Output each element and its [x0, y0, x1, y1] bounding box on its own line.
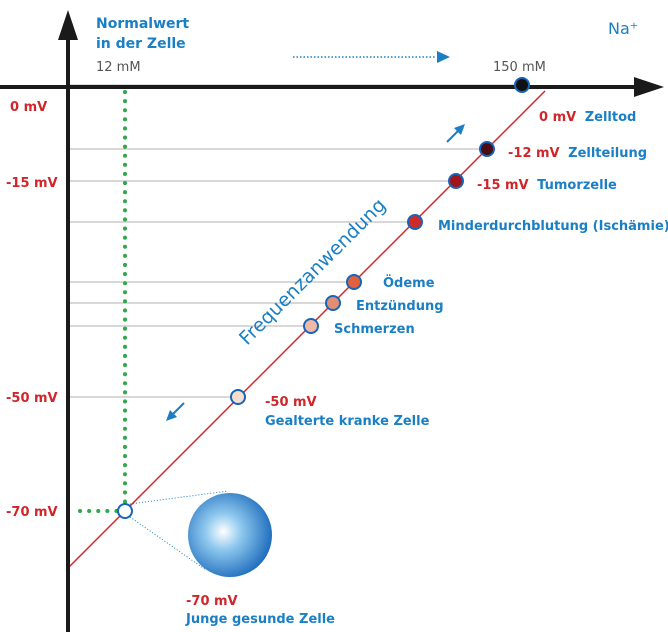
guide-lines — [68, 84, 522, 398]
y-axis-arrow-icon — [58, 10, 78, 40]
state-marker-gesund — [117, 503, 133, 519]
zoom-line-lower — [129, 516, 207, 571]
x-axis-arrow-icon — [634, 77, 664, 97]
state-mv-gealtert: -50 mV — [265, 395, 317, 410]
state-marker-gealtert — [230, 389, 246, 405]
state-name-gealtert: Gealterte kranke Zelle — [265, 414, 430, 429]
normal-value-label-line2: in der Zelle — [96, 36, 186, 52]
low-concentration-label: 12 mM — [96, 60, 141, 75]
state-marker-zellteilung — [479, 141, 495, 157]
sodium-ion-label: Na⁺ — [608, 19, 638, 38]
state-name-gesund: Junge gesunde Zelle — [185, 612, 335, 627]
state-marker-zelltod — [514, 77, 530, 93]
state-label-entzuendung: Entzündung — [356, 299, 444, 314]
down-arrow-icon — [166, 402, 185, 421]
healthy-cell-sphere — [188, 493, 272, 577]
state-marker-entzuendung — [325, 295, 341, 311]
state-name-zellteilung: Zellteilung — [568, 146, 647, 161]
state-marker-oedeme — [346, 274, 362, 290]
state-marker-schmerzen — [303, 318, 319, 334]
state-label-zellteilung: -12 mV Zellteilung — [508, 146, 647, 161]
y-tick-0mv: 0 mV — [10, 100, 47, 115]
normal-value-label-line1: Normalwert — [96, 16, 189, 32]
state-marker-ischaemie — [407, 214, 423, 230]
state-mv-zelltod: 0 mV — [539, 110, 576, 125]
state-label-oedeme: Ödeme — [383, 275, 435, 291]
y-tick-minus50mv: -50 mV — [6, 391, 58, 406]
state-marker-tumorzelle — [448, 173, 464, 189]
state-mv-tumorzelle: -15 mV — [477, 178, 529, 193]
state-name-zelltod: Zelltod — [585, 110, 637, 125]
concentration-arrow-head-icon — [437, 51, 450, 63]
up-arrow-icon — [446, 124, 465, 143]
state-label-schmerzen: Schmerzen — [334, 322, 415, 337]
y-tick-minus70mv: -70 mV — [6, 505, 58, 520]
state-markers — [117, 77, 530, 519]
state-name-tumorzelle: Tumorzelle — [537, 178, 617, 193]
state-label-zelltod: 0 mV Zelltod — [539, 110, 636, 125]
state-mv-gesund: -70 mV — [186, 594, 238, 609]
state-mv-zellteilung: -12 mV — [508, 146, 560, 161]
y-tick-minus15mv: -15 mV — [6, 176, 58, 191]
high-concentration-label: 150 mM — [493, 60, 546, 75]
state-label-tumorzelle: -15 mV Tumorzelle — [477, 178, 617, 193]
state-label-ischaemie: Minderdurchblutung (Ischämie) — [438, 219, 668, 234]
